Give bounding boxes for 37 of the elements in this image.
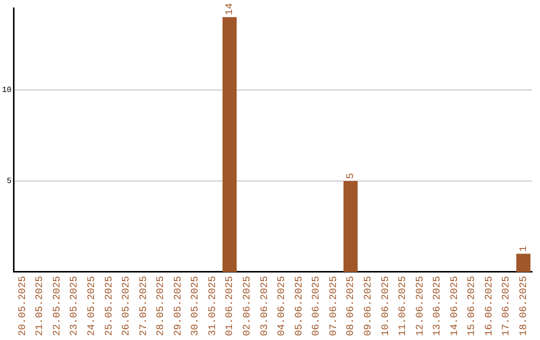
x-tick-label: 23.05.2025 <box>70 276 81 336</box>
x-tick-label: 12.06.2025 <box>415 276 426 336</box>
x-tick-label: 06.06.2025 <box>312 276 323 336</box>
x-tick-label: 21.05.2025 <box>35 276 46 336</box>
x-tick-label: 03.06.2025 <box>260 276 271 336</box>
data-label: 14 <box>225 3 236 16</box>
bar <box>516 254 530 272</box>
x-tick-label: 29.05.2025 <box>173 276 184 336</box>
x-tick-label: 27.05.2025 <box>138 276 150 336</box>
bar <box>343 180 358 272</box>
x-tick-label: 25.05.2025 <box>104 276 116 336</box>
x-tick-label: 05.06.2025 <box>294 276 306 336</box>
bar <box>222 17 237 272</box>
x-tick-label: 18.06.2025 <box>519 276 530 336</box>
x-tick-label: 14.06.2025 <box>450 276 461 336</box>
x-tick-label: 02.06.2025 <box>242 276 254 336</box>
y-tick-label: 10 <box>2 86 12 96</box>
x-tick-label: 16.06.2025 <box>484 276 496 336</box>
x-tick-label: 26.05.2025 <box>122 276 133 336</box>
data-label: 5 <box>346 172 358 179</box>
x-tick-label: 17.06.2025 <box>502 276 513 336</box>
x-tick-label: 15.06.2025 <box>467 276 478 336</box>
x-tick-label: 11.06.2025 <box>398 276 410 336</box>
x-tick-label: 30.05.2025 <box>190 276 202 336</box>
x-tick-label: 01.06.2025 <box>225 276 236 336</box>
x-tick-label: 13.06.2025 <box>432 276 444 336</box>
x-tick-label: 20.05.2025 <box>18 276 29 336</box>
x-tick-label: 28.05.2025 <box>156 276 168 336</box>
x-tick-label: 10.06.2025 <box>380 276 392 336</box>
x-tick-label: 07.06.2025 <box>328 276 340 336</box>
x-tick-label: 04.06.2025 <box>277 276 288 336</box>
x-tick-label: 22.05.2025 <box>52 276 64 336</box>
x-tick-label: 31.05.2025 <box>208 276 219 336</box>
x-tick-label: 08.06.2025 <box>346 276 358 336</box>
x-tick-label: 09.06.2025 <box>363 276 374 336</box>
data-label: 1 <box>519 246 530 252</box>
x-tick-label: 24.05.2025 <box>87 276 98 336</box>
